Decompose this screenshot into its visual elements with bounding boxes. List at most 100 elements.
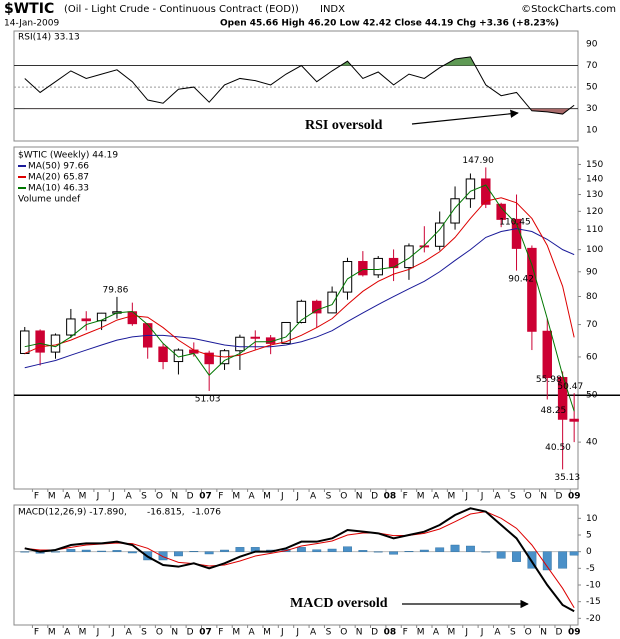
x-tick-label: F (403, 492, 408, 502)
x-tick-label: J (464, 492, 468, 502)
candle-body (450, 198, 460, 224)
candle-body (50, 334, 61, 353)
x-tick-label: S (510, 628, 516, 638)
x-tick-label: M (263, 492, 271, 502)
candle-body (404, 245, 414, 269)
macd-tick-label: 10 (586, 514, 598, 524)
y-tick-label: 70 (586, 320, 598, 330)
x-tick-label: A (310, 628, 317, 638)
rsi-arrow (411, 109, 519, 125)
macd-tick-label: 5 (586, 531, 592, 541)
price-annotation: 50.47 (557, 382, 583, 392)
x-tick-label: N (356, 628, 363, 638)
price-frame (13, 146, 579, 490)
candle-body (312, 300, 322, 314)
x-tick-label: O (525, 628, 532, 638)
y-tick-label: 150 (586, 160, 603, 170)
y-tick-label: 40 (586, 438, 598, 448)
macd-histogram-bar (512, 551, 521, 562)
x-tick-label: M (79, 492, 87, 502)
macd-histogram-bar (358, 550, 368, 552)
y-tick-label: 110 (586, 225, 603, 235)
macd-histogram-bar (204, 551, 214, 555)
macd-tick-label: -20 (586, 614, 601, 624)
rsi-zone (530, 108, 570, 115)
x-tick-label: A (126, 492, 133, 502)
price-annotation: 35.13 (554, 473, 580, 483)
x-tick-label: F (34, 628, 39, 638)
x-tick-label: M (232, 628, 240, 638)
x-tick-label: D (371, 628, 378, 638)
candle-body (542, 330, 552, 379)
macd-histogram-bar (174, 551, 183, 557)
x-tick-label: A (310, 492, 317, 502)
macd-histogram-bar (127, 551, 137, 554)
x-tick-label: J (96, 492, 100, 502)
macd-line (24, 507, 575, 613)
macd-signal (24, 511, 575, 608)
x-tick-label: M (263, 628, 271, 638)
candle-body (373, 257, 383, 276)
x-tick-label: J (280, 492, 284, 502)
x-tick-label: O (340, 628, 347, 638)
macd-histogram-bar (389, 551, 399, 555)
candle-body (388, 257, 399, 269)
x-tick-label: F (218, 628, 223, 638)
x-tick-label: O (156, 492, 163, 502)
x-tick-label: J (480, 492, 484, 502)
candle-body (96, 312, 107, 322)
x-tick-label: 07 (199, 628, 212, 638)
candle-body (250, 336, 261, 339)
macd-histogram-bar (66, 549, 76, 552)
macd-tick-label: -15 (586, 597, 601, 607)
x-tick-label: A (433, 492, 440, 502)
macd-histogram-bar (558, 551, 568, 569)
macd-frame (13, 504, 579, 626)
rsi-tick-label: 70 (586, 61, 598, 71)
x-tick-label: D (555, 628, 562, 638)
candle-body (527, 247, 537, 332)
x-tick-label: A (64, 628, 71, 638)
x-tick-label: O (525, 492, 532, 502)
macd-histogram-bar (404, 551, 414, 553)
price-annotation: 51.03 (195, 394, 221, 404)
x-tick-label: J (111, 492, 115, 502)
macd-histogram-bar (450, 544, 460, 552)
x-tick-label: S (326, 492, 332, 502)
rsi-tick-label: 30 (586, 104, 598, 114)
rsi-line (24, 56, 575, 115)
volume-label: Volume undef (18, 195, 81, 205)
x-tick-label: A (249, 492, 256, 502)
macd-histogram-bar (343, 546, 352, 552)
exchange: INDX (320, 4, 345, 15)
macd-histogram-bar (496, 551, 506, 559)
macd-histogram-bar (312, 549, 322, 552)
y-tick-label: 100 (586, 245, 603, 255)
candle-body (235, 336, 245, 352)
candle-body (81, 318, 91, 322)
legend-label: MA(20) 65.87 (28, 173, 89, 183)
y-tick-label: 130 (586, 190, 603, 200)
macd-histogram-bar (435, 547, 445, 552)
macd-histogram-bar (481, 551, 491, 553)
x-tick-label: J (480, 628, 484, 638)
price-label: $WTIC (Weekly) 44.19 (18, 151, 118, 161)
x-tick-label: D (555, 492, 562, 502)
candle-body (569, 418, 579, 422)
chart-subtitle: (Oil - Light Crude - Continuous Contract… (64, 4, 299, 15)
x-tick-label: D (371, 492, 378, 502)
rsi-frame (13, 30, 579, 142)
x-tick-label: 09 (568, 628, 581, 638)
macd-tick-label: -10 (586, 581, 601, 591)
x-tick-label: N (356, 492, 363, 502)
x-tick-label: J (111, 628, 115, 638)
x-tick-label: J (96, 628, 100, 638)
candle-body (358, 261, 368, 276)
ma-line (24, 184, 575, 412)
y-tick-label: 90 (586, 267, 598, 277)
macd-histogram-bar (220, 549, 229, 552)
x-tick-label: 08 (384, 492, 397, 502)
x-tick-label: M (447, 492, 455, 502)
x-tick-label: M (417, 492, 425, 502)
